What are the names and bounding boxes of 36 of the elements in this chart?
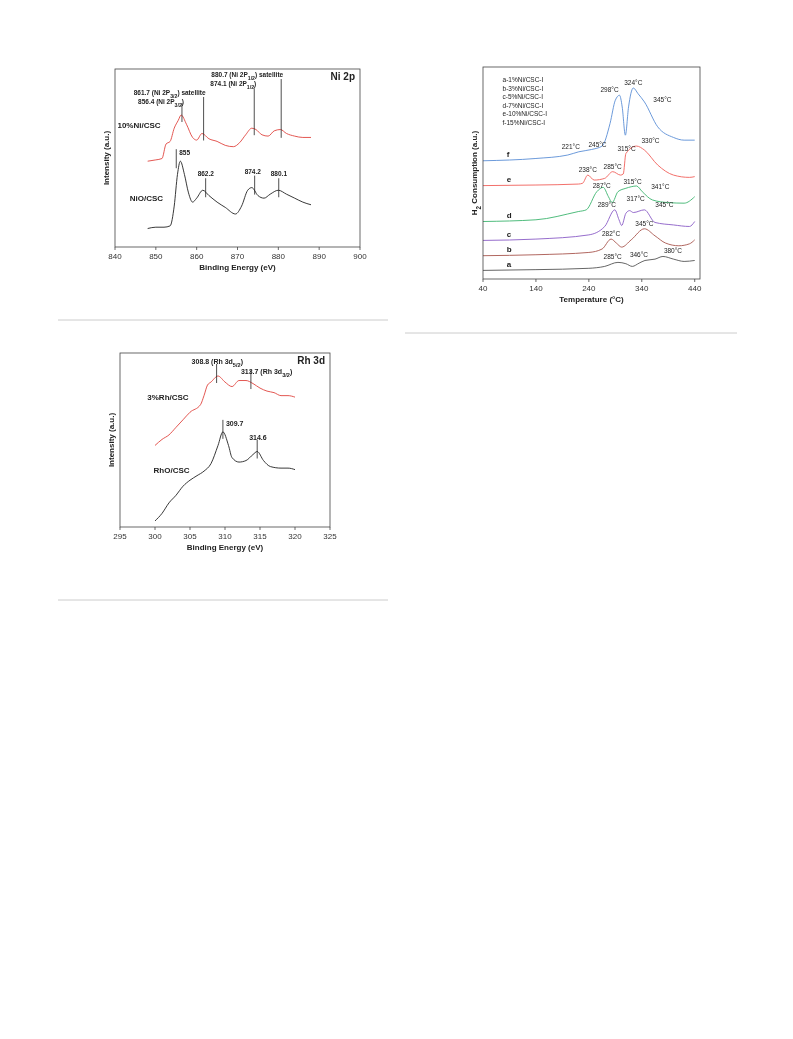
x-tick-label: 840 [108, 252, 123, 261]
series-label: 3%Rh/CSC [147, 392, 189, 402]
x-tick-label: 860 [189, 252, 204, 261]
series-label: 10%Ni/CSC [117, 120, 161, 130]
series-label: f [506, 149, 510, 159]
x-tick-label: 900 [353, 252, 368, 261]
series-label: e [506, 175, 512, 185]
y-axis-title: Intensity (a.u.) [102, 130, 111, 186]
x-tick-label: 870 [230, 252, 245, 261]
x-axis-title: Binding Energy (eV) [199, 263, 277, 272]
x-tick-label: 340 [635, 284, 649, 293]
series-label: b [506, 245, 512, 255]
x-tick-label: 890 [312, 252, 327, 261]
chart-title: Rh 3d [297, 355, 325, 366]
x-tick-label: 40 [478, 284, 488, 293]
x-tick-label: 880 [271, 252, 286, 261]
series-label: NiO/CSC [129, 193, 164, 203]
x-tick-label: 325 [323, 532, 338, 541]
x-tick-label: 295 [113, 532, 128, 541]
series-label: RhO/CSC [153, 466, 190, 476]
x-tick-label: 320 [288, 532, 303, 541]
x-axis-title: Temperature (°C) [559, 295, 625, 304]
x-tick-label: 440 [688, 284, 702, 293]
series-label: d [506, 210, 512, 220]
x-tick-label: 305 [183, 532, 198, 541]
x-tick-label: 850 [149, 252, 164, 261]
x-tick-label: 240 [582, 284, 597, 293]
x-axis-title: Binding Energy (eV) [186, 543, 264, 552]
x-tick-label: 140 [529, 284, 544, 293]
series-label: c [506, 229, 512, 239]
y-axis-title: Intensity (a.u.) [107, 412, 116, 468]
x-tick-label: 310 [218, 532, 233, 541]
series-label: a [506, 260, 512, 270]
x-tick-label: 315 [253, 532, 268, 541]
chart-title: Ni 2p [330, 71, 355, 82]
x-tick-label: 300 [148, 532, 163, 541]
